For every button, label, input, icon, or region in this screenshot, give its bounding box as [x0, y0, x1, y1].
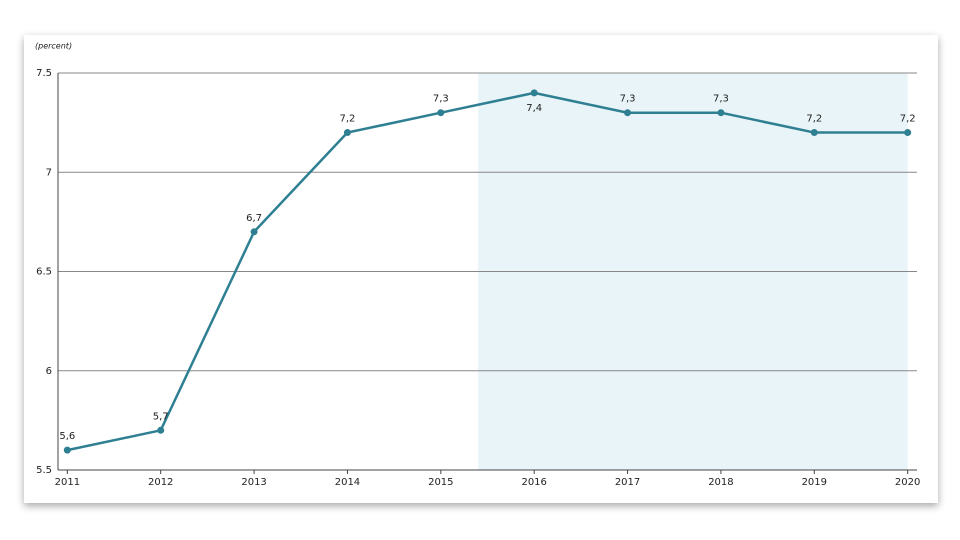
x-tick-label: 2018 — [708, 477, 733, 488]
data-label: 7,4 — [526, 103, 542, 114]
x-tick-label: 2011 — [55, 477, 80, 488]
x-tick-label: 2019 — [802, 477, 827, 488]
x-tick-label: 2013 — [241, 477, 266, 488]
x-tick-label: 2014 — [335, 477, 360, 488]
point — [63, 446, 71, 454]
point — [530, 89, 538, 97]
y-tick-label: 5.5 — [36, 465, 52, 476]
point — [717, 109, 725, 117]
point — [624, 109, 632, 117]
y-tick-label: 7 — [46, 167, 52, 178]
x-tick-label: 2017 — [615, 477, 640, 488]
y-axis-label: (percent) — [35, 42, 72, 51]
point — [437, 109, 445, 117]
point — [904, 129, 912, 137]
point — [810, 129, 818, 137]
x-tick-label: 2016 — [521, 477, 546, 488]
data-label: 7,2 — [339, 114, 355, 125]
y-tick-label: 6 — [46, 366, 52, 377]
data-label: 7,3 — [620, 94, 636, 105]
x-tick-label: 2020 — [895, 477, 920, 488]
data-label: 7,3 — [713, 94, 729, 105]
data-label: 6,7 — [246, 213, 262, 224]
x-tick-label: 2012 — [148, 477, 173, 488]
data-label: 7,2 — [900, 114, 916, 125]
x-tick-label: 2015 — [428, 477, 453, 488]
data-label: 5,7 — [153, 411, 169, 422]
y-tick-label: 6.5 — [36, 267, 52, 278]
point — [343, 129, 351, 137]
data-label: 5,6 — [59, 431, 75, 442]
point — [157, 426, 165, 434]
y-tick-label: 7.5 — [36, 68, 52, 79]
line — [67, 91, 908, 452]
point — [250, 228, 258, 236]
data-label: 7,3 — [433, 94, 449, 105]
data-label: 7,2 — [806, 114, 822, 125]
